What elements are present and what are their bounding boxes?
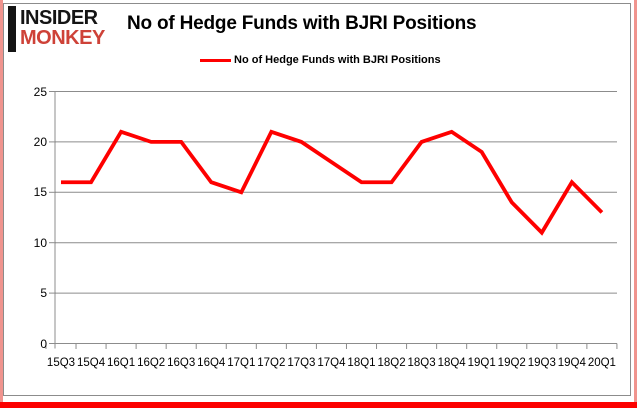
legend: No of Hedge Funds with BJRI Positions	[200, 54, 441, 66]
chart-title: No of Hedge Funds with BJRI Positions	[127, 13, 477, 34]
x-tick-label: 16Q1	[107, 357, 136, 369]
x-tick-label: 16Q4	[197, 357, 226, 369]
chart-frame	[3, 3, 631, 396]
page-border-right	[634, 0, 637, 408]
x-tick-label: 19Q3	[527, 357, 556, 369]
x-tick-label: 18Q1	[347, 357, 376, 369]
x-tick-label: 18Q4	[437, 357, 466, 369]
x-tick-label: 16Q2	[137, 357, 166, 369]
x-tick-label: 18Q3	[407, 357, 436, 369]
insider-monkey-logo: INSIDER MONKEY	[8, 6, 105, 52]
x-tick-label: 17Q4	[317, 357, 346, 369]
legend-line-swatch	[200, 58, 231, 62]
page-border-bottom	[0, 402, 637, 408]
page-border-left	[0, 0, 3, 408]
x-tick-label: 17Q2	[257, 357, 286, 369]
x-tick-label: 17Q3	[287, 357, 316, 369]
x-tick-label: 20Q1	[587, 357, 616, 369]
x-tick-label: 19Q4	[557, 357, 586, 369]
x-tick-label: 19Q1	[467, 357, 496, 369]
y-tick-label: 5	[40, 286, 47, 301]
y-tick-label: 10	[33, 235, 47, 250]
x-tick-label: 15Q3	[46, 357, 76, 369]
logo-monkey-text: MONKEY	[20, 27, 105, 49]
logo-insider-text: INSIDER	[20, 7, 98, 30]
y-tick-label: 15	[33, 185, 47, 200]
x-tick-label: 18Q2	[377, 357, 406, 369]
logo-text: INSIDER MONKEY	[20, 6, 105, 52]
x-tick-label: 17Q1	[227, 357, 256, 369]
x-tick-label: 15Q4	[76, 357, 106, 369]
legend-label: No of Hedge Funds with BJRI Positions	[234, 54, 441, 66]
y-tick-label: 25	[33, 84, 47, 99]
x-tick-label: 16Q3	[167, 357, 196, 369]
logo-bar	[8, 6, 16, 52]
x-tick-label: 19Q2	[497, 357, 526, 369]
y-tick-label: 20	[33, 134, 47, 149]
y-tick-label: 0	[40, 336, 47, 351]
